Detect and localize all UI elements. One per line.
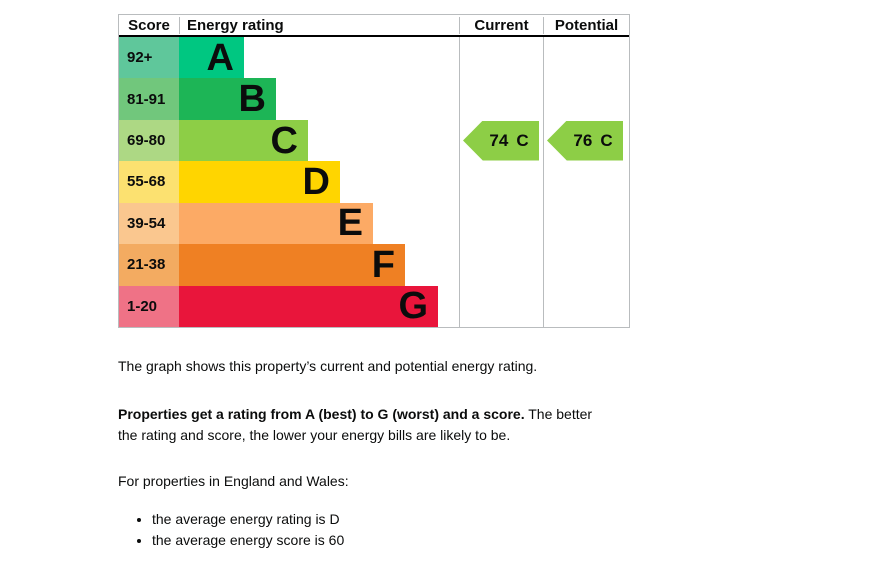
score-range-label: 92+ <box>127 49 153 67</box>
header-energy-rating: Energy rating <box>179 16 459 34</box>
rating-bar: E <box>179 202 373 245</box>
current-cell <box>459 78 543 120</box>
band-row-a: 92+ A <box>119 36 629 79</box>
header-score: Score <box>128 16 170 34</box>
score-range-label: 21-38 <box>127 256 166 274</box>
rating-bar: G <box>179 285 438 328</box>
current-band: C <box>516 130 529 150</box>
band-row-d: 55-68 D <box>119 160 629 203</box>
potential-score: 76 <box>573 130 593 150</box>
current-cell: 74 C <box>459 119 543 162</box>
current-cell <box>459 161 543 203</box>
potential-arrow: 76 C <box>547 120 623 161</box>
potential-cell <box>543 161 629 203</box>
potential-cell: 76 C <box>543 119 629 162</box>
current-cell <box>459 37 543 79</box>
rating-bar: C <box>179 119 308 162</box>
rating-explanation-rest: The better <box>524 406 593 422</box>
band-letter: G <box>398 285 428 328</box>
list-item: the average energy rating is D <box>152 509 678 530</box>
band-letter: D <box>302 160 330 203</box>
list-item: the average energy score is 60 <box>152 530 678 551</box>
header-current: Current <box>459 16 543 34</box>
score-cell: 55-68 <box>119 161 179 203</box>
description-section: The graph shows this property’s current … <box>118 356 678 551</box>
rating-bar: B <box>179 78 276 121</box>
band-row-b: 81-91 B <box>119 78 629 121</box>
score-cell: 1-20 <box>119 285 179 327</box>
rating-bar: F <box>179 243 405 286</box>
band-letter: E <box>337 202 363 245</box>
band-letter: F <box>371 243 395 286</box>
current-cell <box>459 244 543 286</box>
current-score: 74 <box>489 130 509 150</box>
potential-band: C <box>600 130 613 150</box>
rating-explanation-paragraph: Properties get a rating from A (best) to… <box>118 404 678 446</box>
rating-explanation-line1: Properties get a rating from A (best) to… <box>118 406 592 422</box>
band-rows: 92+ A 81-91 B 69-80 C 74 C 76 C <box>119 37 629 327</box>
chart-header-row: Score Energy rating Current Potential <box>119 15 629 37</box>
bar-area: C <box>179 119 459 162</box>
score-cell: 21-38 <box>119 244 179 286</box>
rating-bar: A <box>179 36 244 79</box>
rating-bar: D <box>179 160 340 203</box>
score-range-label: 69-80 <box>127 132 166 150</box>
bar-area: B <box>179 78 459 121</box>
graph-description-paragraph: The graph shows this property’s current … <box>118 358 538 374</box>
bar-area: D <box>179 160 459 203</box>
epc-rating-chart: Score Energy rating Current Potential 92… <box>118 14 630 328</box>
band-letter: C <box>270 119 298 162</box>
score-range-label: 55-68 <box>127 173 166 191</box>
band-row-f: 21-38 F <box>119 243 629 286</box>
potential-cell <box>543 37 629 79</box>
rating-explanation-line2: the rating and score, the lower your ene… <box>118 427 511 443</box>
band-letter: B <box>238 78 266 121</box>
score-cell: 69-80 <box>119 119 179 162</box>
score-cell: 81-91 <box>119 78 179 120</box>
current-arrow: 74 C <box>463 120 539 161</box>
score-cell: 39-54 <box>119 202 179 245</box>
band-letter: A <box>206 36 234 79</box>
bar-area: F <box>179 243 459 286</box>
potential-cell <box>543 202 629 245</box>
potential-cell <box>543 244 629 286</box>
current-cell <box>459 285 543 327</box>
bar-area: E <box>179 202 459 245</box>
score-range-label: 39-54 <box>127 214 166 232</box>
current-cell <box>459 202 543 245</box>
band-row-c: 69-80 C 74 C 76 C <box>119 119 629 162</box>
rating-explanation-bold: Properties get a rating from A (best) to… <box>118 406 525 422</box>
score-range-label: 1-20 <box>127 297 158 315</box>
score-cell: 92+ <box>119 37 179 79</box>
bar-area: A <box>179 36 459 79</box>
average-stats-list: the average energy rating is D the avera… <box>118 509 678 551</box>
potential-cell <box>543 285 629 327</box>
header-potential: Potential <box>543 16 629 34</box>
band-row-e: 39-54 E <box>119 202 629 245</box>
bar-area: G <box>179 285 459 328</box>
scope-paragraph: For properties in England and Wales: <box>118 473 349 489</box>
potential-cell <box>543 78 629 120</box>
score-range-label: 81-91 <box>127 90 166 108</box>
band-row-g: 1-20 G <box>119 285 629 328</box>
